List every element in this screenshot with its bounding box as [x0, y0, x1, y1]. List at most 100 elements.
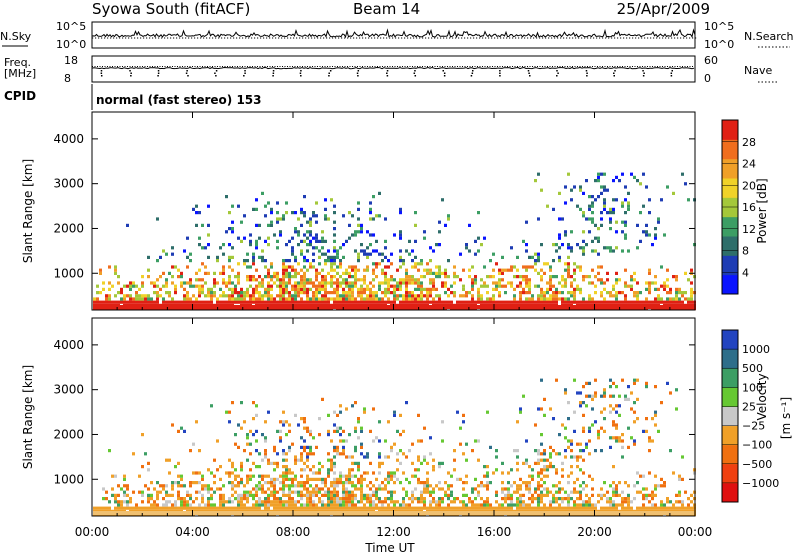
echo-cell — [393, 474, 396, 478]
echo-cell — [498, 281, 501, 285]
echo-cell — [438, 300, 441, 304]
echo-cell — [621, 445, 624, 449]
echo-cell — [216, 468, 219, 472]
echo-cell — [675, 506, 678, 510]
nave-dot — [172, 66, 173, 67]
echo-cell — [285, 433, 288, 437]
echo-cell — [387, 297, 390, 301]
echo-cell — [309, 243, 312, 247]
echo-cell — [633, 381, 636, 385]
echo-cell — [219, 500, 222, 504]
velocity-colorbar-tick-label: −500 — [742, 458, 772, 471]
nave-dot — [394, 66, 396, 67]
echo-cell — [306, 503, 309, 507]
echo-cell — [318, 239, 321, 243]
echo-cell — [450, 484, 453, 488]
nave-dot — [489, 66, 491, 67]
echo-cell — [201, 474, 204, 478]
echo-cell — [384, 477, 387, 481]
echo-cell — [135, 300, 138, 304]
echo-cell — [606, 497, 609, 501]
echo-cell — [639, 300, 642, 304]
echo-cell — [378, 420, 381, 424]
echo-cell — [333, 471, 336, 475]
echo-cell — [399, 211, 402, 215]
echo-cell — [435, 484, 438, 488]
echo-cell — [330, 465, 333, 469]
echo-cell — [615, 271, 618, 275]
nave-dot — [482, 66, 483, 67]
echo-cell — [309, 493, 312, 497]
echo-cell — [270, 220, 273, 224]
echo-cell — [201, 223, 204, 227]
echo-cell — [453, 449, 456, 453]
echo-cell — [303, 287, 306, 291]
echo-cell — [333, 506, 336, 510]
echo-cell — [396, 477, 399, 481]
echo-cell — [501, 268, 504, 272]
echo-cell — [567, 300, 570, 304]
echo-cell — [123, 500, 126, 504]
echo-cell — [453, 468, 456, 472]
freq-marker — [586, 75, 588, 77]
nave-dot — [417, 66, 418, 67]
echo-cell — [492, 252, 495, 256]
nave-dot — [117, 66, 118, 67]
echo-cell — [216, 439, 219, 443]
echo-cell — [246, 291, 249, 295]
echo-cell — [552, 297, 555, 301]
echo-cell — [405, 401, 408, 405]
echo-cell — [222, 493, 225, 497]
echo-cell — [516, 255, 519, 259]
echo-cell — [393, 442, 396, 446]
noise-search-dot — [275, 37, 277, 39]
echo-cell — [615, 404, 618, 408]
echo-cell — [273, 449, 276, 453]
noise-search-dot — [131, 37, 133, 39]
echo-cell — [579, 246, 582, 250]
nave-dot — [512, 66, 513, 67]
echo-cell — [318, 271, 321, 275]
echo-cell — [660, 300, 663, 304]
echo-cell — [579, 287, 582, 291]
freq-marker — [642, 70, 644, 72]
echo-cell — [537, 300, 540, 304]
echo-cell — [255, 246, 258, 250]
echo-cell — [636, 294, 639, 298]
echo-cell — [144, 484, 147, 488]
echo-cell — [618, 439, 621, 443]
echo-cell — [537, 487, 540, 491]
echo-cell — [183, 297, 186, 301]
noise-search-dot — [401, 37, 403, 39]
echo-cell — [444, 493, 447, 497]
echo-cell — [594, 179, 597, 183]
echo-cell — [300, 468, 303, 472]
freq-marker — [215, 70, 218, 72]
echo-cell — [228, 297, 231, 301]
echo-cell — [117, 300, 120, 304]
echo-cell — [318, 262, 321, 266]
echo-cell — [306, 249, 309, 253]
echo-cell — [306, 455, 309, 459]
echo-cell — [615, 246, 618, 250]
echo-cell — [165, 490, 168, 494]
echo-cell — [636, 490, 639, 494]
cpid-value: normal (fast stereo) 153 — [96, 93, 262, 107]
echo-cell — [237, 503, 240, 507]
echo-cell — [357, 207, 360, 211]
echo-cell — [630, 436, 633, 440]
echo-cell — [654, 487, 657, 491]
freq-marker — [357, 70, 360, 72]
nave-dot — [187, 66, 188, 67]
echo-cell — [174, 503, 177, 507]
echo-cell — [591, 506, 594, 510]
echo-cell — [153, 284, 156, 288]
echo-cell — [411, 294, 414, 298]
echo-cell — [441, 497, 444, 501]
echo-cell — [369, 300, 372, 304]
echo-cell — [345, 500, 348, 504]
echo-cell — [264, 291, 267, 295]
echo-cell — [330, 500, 333, 504]
echo-cell — [318, 417, 321, 421]
echo-cell — [465, 474, 468, 478]
